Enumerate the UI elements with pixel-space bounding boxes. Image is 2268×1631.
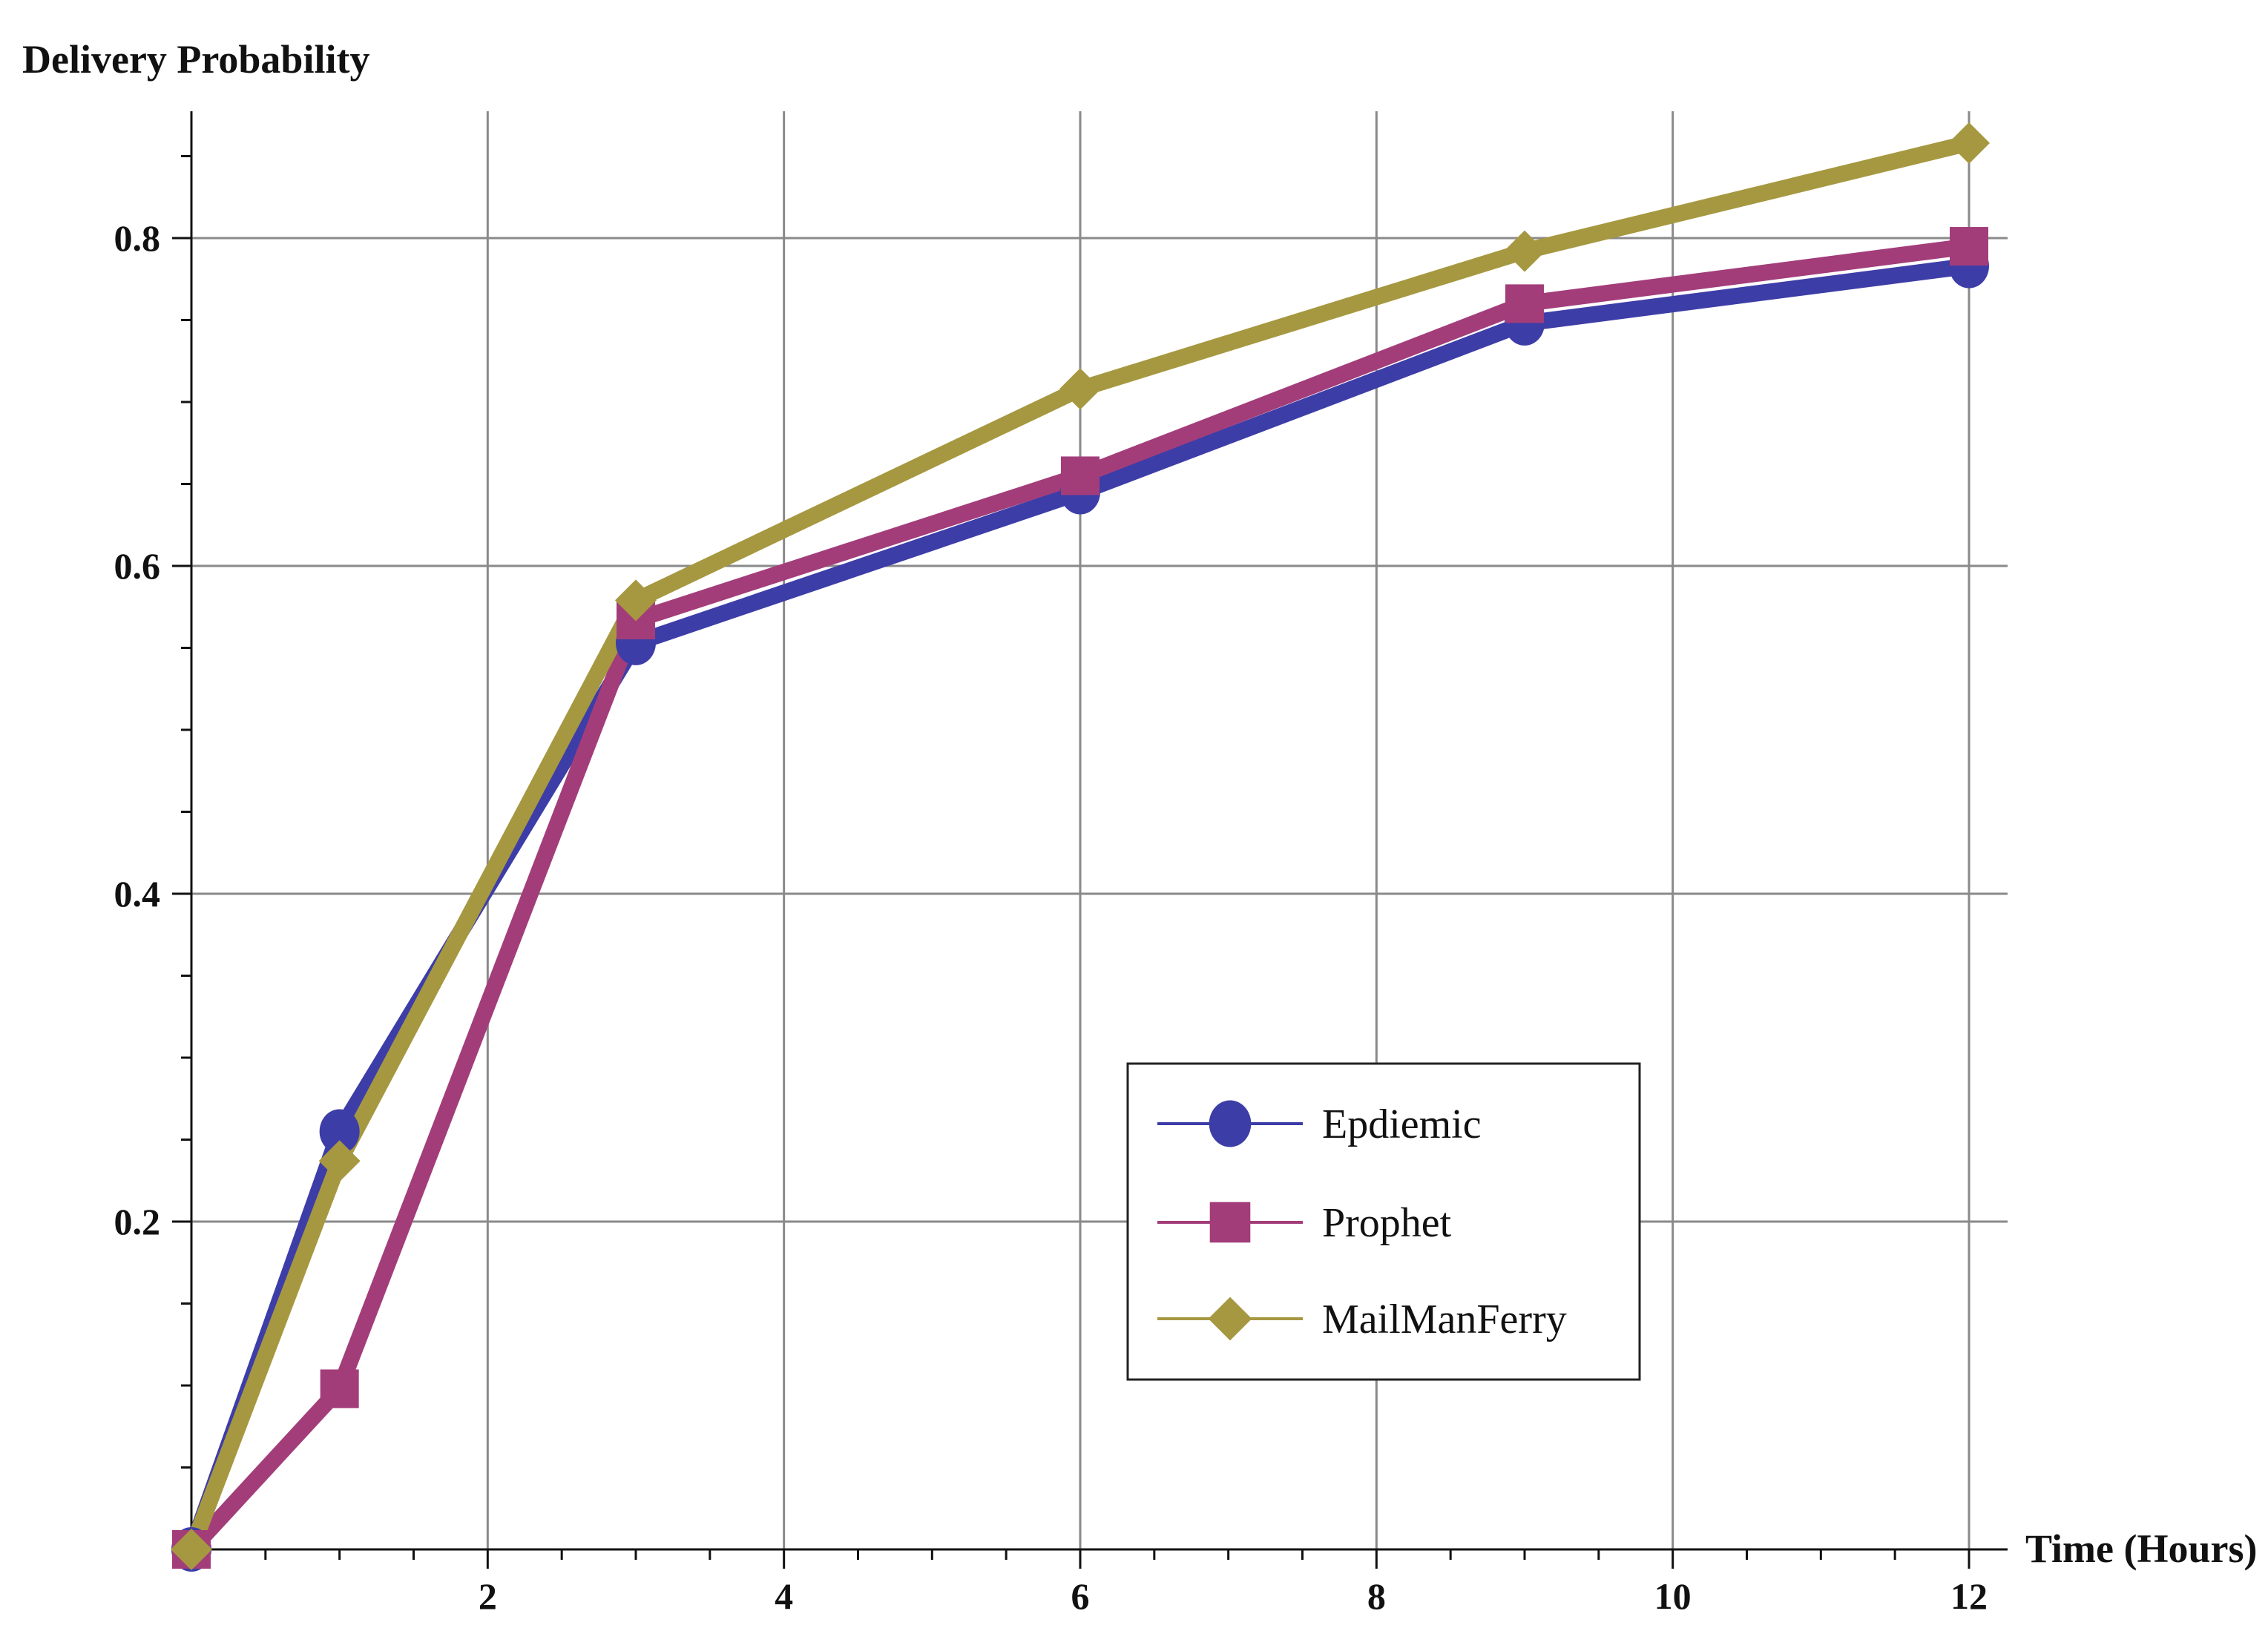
x-tick-label: 2 [479,1575,497,1617]
x-tick-label: 6 [1071,1575,1090,1617]
epdiemic-line [183,257,1977,1558]
mailmanferry-marker [1504,230,1545,272]
mailmanferry-marker [615,579,657,622]
y-axis-title: Delivery Probability [22,37,369,82]
y-tick-label: 0.8 [114,217,161,259]
y-tick-label: 0.4 [114,873,161,915]
x-tick-label: 8 [1367,1575,1386,1617]
legend-marker-mailmanferry [1208,1296,1252,1341]
prophet-marker [1505,284,1544,323]
prophet-marker [1950,227,1988,266]
legend-marker-epdiemic [1209,1100,1252,1147]
legend-marker-prophet [1209,1202,1251,1243]
markers [171,122,1990,1572]
legend-label-epdiemic: Epdiemic [1322,1101,1482,1147]
legend: Epdiemic Prophet MailManFerry [1126,1062,1641,1381]
axes: 2 4 6 8 10 12 0.2 0.4 0.6 0.8 [114,111,2008,1617]
y-tick-label: 0.6 [114,545,161,587]
x-tick-label: 10 [1654,1575,1692,1617]
prophet-line [183,238,1977,1558]
mailmanferry-marker [1059,368,1101,410]
legend-label-prophet: Prophet [1322,1200,1452,1246]
x-axis-title: Time (Hours) [2025,1526,2257,1571]
grid [191,111,2008,1549]
x-tick-label: 12 [1950,1575,1988,1617]
y-tick-label: 0.2 [114,1201,161,1242]
legend-label-mailmanferry: MailManFerry [1322,1296,1567,1342]
mailmanferry-marker [171,1529,212,1570]
series [183,134,1977,1558]
mailmanferry-marker [1948,122,1990,164]
prophet-marker [1061,456,1100,495]
epdiemic-marker [319,1109,360,1154]
mailmanferry-line [183,134,1977,1558]
prophet-marker [320,1369,359,1408]
mailmanferry-marker [318,1140,361,1182]
x-tick-label: 4 [775,1575,793,1617]
